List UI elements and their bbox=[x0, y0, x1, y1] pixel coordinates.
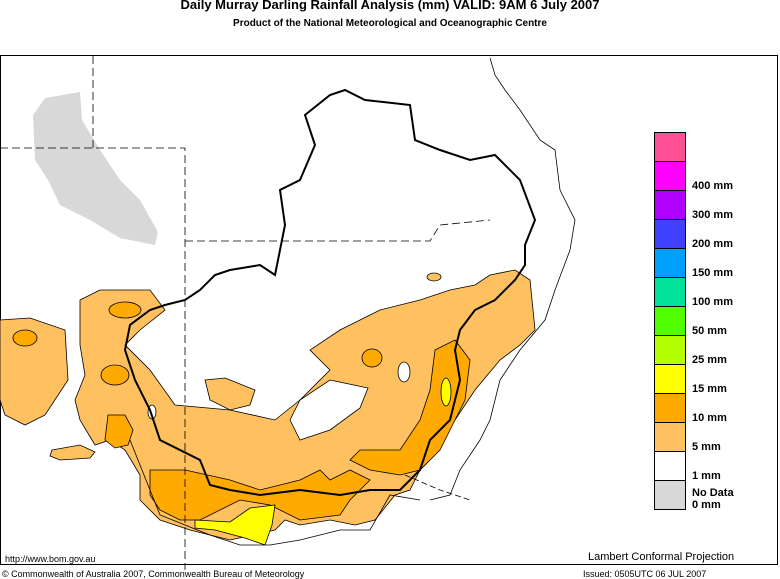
rain-10-15mm-victoria bbox=[194, 504, 276, 546]
legend-label: 0 mm bbox=[692, 499, 721, 511]
rain-1-5mm-island bbox=[49, 444, 96, 461]
state-border-qld-nsw bbox=[185, 219, 491, 242]
legend-swatch bbox=[654, 190, 686, 219]
projection-label: Lambert Conformal Projection bbox=[588, 551, 735, 563]
legend-label: 300 mm bbox=[692, 209, 733, 221]
legend-swatch bbox=[654, 277, 686, 306]
legend-swatch bbox=[654, 422, 686, 451]
dry-area-interior bbox=[289, 379, 369, 441]
coastline-east bbox=[429, 57, 576, 501]
legend-label: 10 mm bbox=[692, 412, 727, 424]
rain-5-10mm-west bbox=[12, 329, 38, 347]
legend-label: 400 mm bbox=[692, 180, 733, 192]
murray-darling-basin-boundary bbox=[123, 88, 537, 497]
rain-1-5mm-blob bbox=[204, 377, 256, 411]
legend-label-no-data: No Data bbox=[692, 487, 734, 499]
legend-swatch bbox=[654, 451, 686, 480]
coastline-south bbox=[129, 439, 421, 546]
legend-label: 15 mm bbox=[692, 383, 727, 395]
legend-swatch bbox=[654, 364, 686, 393]
issued-timestamp: Issued: 0505UTC 06 JUL 2007 bbox=[583, 569, 707, 579]
rain-1-5mm-west bbox=[0, 317, 69, 426]
legend-swatch bbox=[654, 248, 686, 277]
copyright-notice: © Commonwealth of Australia 2007, Common… bbox=[2, 569, 305, 579]
rain-5-10mm-central bbox=[361, 348, 383, 368]
rain-10-15mm-nsw bbox=[440, 377, 452, 407]
rain-5-10mm-spencer bbox=[100, 364, 130, 386]
dry-area-small bbox=[397, 361, 411, 383]
legend: 400 mm 300 mm 200 mm 150 mm 100 mm 50 mm 25 mm… bbox=[654, 132, 734, 511]
map-subtitle: Product of the National Meteorological a… bbox=[233, 18, 547, 29]
rain-1-5mm-spot bbox=[426, 272, 442, 282]
legend-label: 200 mm bbox=[692, 238, 733, 250]
website-url: http://www.bom.gov.au bbox=[5, 554, 96, 564]
legend-swatch bbox=[654, 306, 686, 335]
rain-5-10mm-east bbox=[349, 339, 471, 476]
legend-swatch bbox=[654, 393, 686, 422]
rain-5-10mm-gulf bbox=[104, 414, 134, 449]
map-frame bbox=[0, 55, 778, 565]
legend-label: 100 mm bbox=[692, 296, 733, 308]
map-title: Daily Murray Darling Rainfall Analysis (… bbox=[180, 0, 600, 12]
legend-swatch bbox=[654, 161, 686, 190]
legend-swatch bbox=[654, 480, 686, 510]
legend-color-scale bbox=[654, 132, 686, 510]
legend-swatch bbox=[654, 132, 686, 161]
legend-swatch bbox=[654, 335, 686, 364]
state-border-vic-nsw bbox=[404, 474, 471, 501]
legend-label: 1 mm bbox=[692, 470, 721, 482]
legend-label: 25 mm bbox=[692, 354, 727, 366]
legend-swatch bbox=[654, 219, 686, 248]
no-data-region bbox=[33, 92, 158, 245]
legend-label: 5 mm bbox=[692, 441, 721, 453]
rain-5-10mm-north bbox=[108, 301, 142, 319]
state-border-sa-nt bbox=[0, 147, 186, 570]
legend-label: 50 mm bbox=[692, 325, 727, 337]
legend-label: 150 mm bbox=[692, 267, 733, 279]
